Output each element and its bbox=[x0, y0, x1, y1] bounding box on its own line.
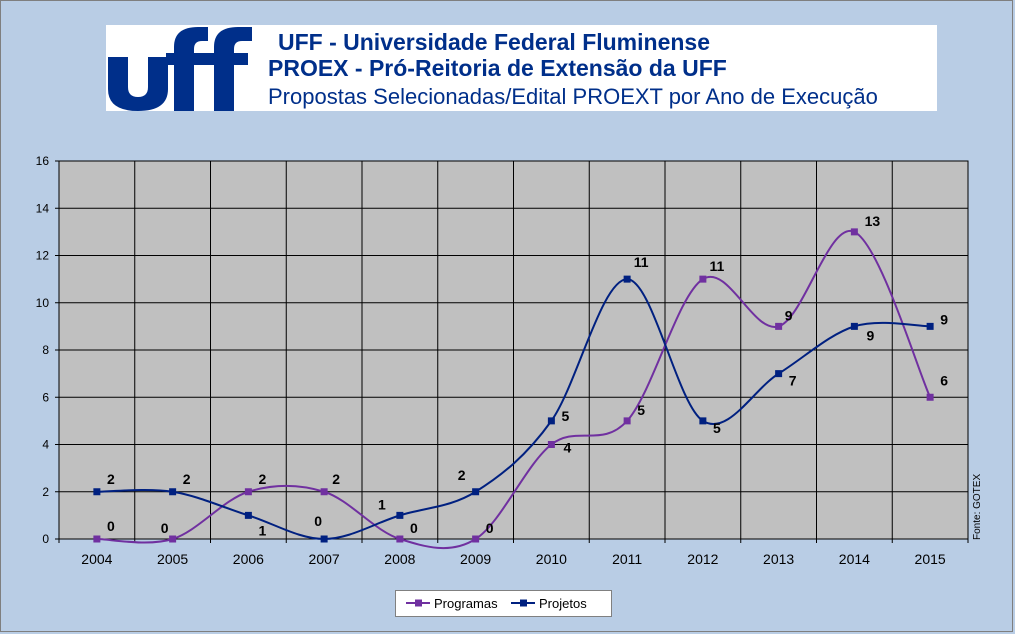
data-point bbox=[775, 370, 783, 378]
legend-label-programas: Programas bbox=[434, 596, 498, 611]
data-label: 4 bbox=[563, 440, 571, 456]
data-point bbox=[926, 393, 934, 401]
data-label: 11 bbox=[709, 258, 724, 274]
data-label: 0 bbox=[107, 518, 115, 534]
data-label: 5 bbox=[637, 402, 645, 418]
y-tick-label: 0 bbox=[42, 532, 49, 546]
x-tick-label: 2013 bbox=[763, 551, 794, 567]
data-point bbox=[623, 275, 631, 283]
data-point bbox=[472, 535, 480, 543]
data-label: 9 bbox=[785, 307, 793, 323]
header-banner: UFF - Universidade Federal Fluminense PR… bbox=[106, 25, 937, 111]
uff-logo bbox=[108, 27, 252, 111]
data-label: 2 bbox=[107, 471, 115, 487]
data-point bbox=[244, 488, 252, 496]
data-point bbox=[775, 322, 783, 330]
y-tick-label: 6 bbox=[42, 390, 49, 404]
title-proex: PROEX - Pró-Reitoria de Extensão da UFF bbox=[268, 55, 727, 81]
data-label: 1 bbox=[258, 522, 266, 538]
legend-marker-programas bbox=[415, 599, 422, 607]
data-label: 1 bbox=[378, 496, 386, 512]
x-tick-label: 2012 bbox=[687, 551, 718, 567]
data-point bbox=[244, 511, 252, 519]
data-point bbox=[850, 228, 858, 236]
data-point bbox=[396, 535, 404, 543]
y-tick-label: 8 bbox=[42, 343, 49, 357]
data-label: 9 bbox=[866, 327, 874, 343]
data-label: 0 bbox=[314, 513, 322, 529]
x-tick-label: 2005 bbox=[157, 551, 188, 567]
x-tick-label: 2010 bbox=[536, 551, 567, 567]
data-point bbox=[926, 322, 934, 330]
data-point bbox=[396, 511, 404, 519]
data-label: 0 bbox=[486, 520, 494, 536]
data-label: 5 bbox=[561, 408, 569, 424]
data-label: 9 bbox=[940, 311, 948, 327]
data-label: 6 bbox=[940, 372, 948, 388]
data-point bbox=[320, 535, 328, 543]
legend-graphics: Programas Projetos bbox=[406, 596, 587, 611]
title-description: Propostas Selecionadas/Edital PROEXT por… bbox=[268, 84, 878, 109]
title-university: UFF - Universidade Federal Fluminense bbox=[278, 29, 710, 55]
legend: Programas Projetos bbox=[395, 590, 612, 617]
data-point bbox=[93, 535, 101, 543]
x-tick-label: 2004 bbox=[81, 551, 112, 567]
x-tick-label: 2011 bbox=[612, 551, 642, 567]
data-point bbox=[93, 488, 101, 496]
source-note: Fonte: GOTEX bbox=[972, 473, 983, 540]
y-tick-label: 2 bbox=[42, 485, 49, 499]
data-label: 7 bbox=[789, 373, 797, 389]
data-label: 2 bbox=[332, 471, 340, 487]
x-tick-label: 2007 bbox=[309, 551, 340, 567]
y-tick-label: 12 bbox=[36, 249, 50, 263]
data-point bbox=[699, 275, 707, 283]
x-tick-label: 2009 bbox=[460, 551, 491, 567]
data-label: 0 bbox=[161, 520, 169, 536]
data-label: 2 bbox=[458, 467, 466, 483]
legend-label-projetos: Projetos bbox=[539, 596, 587, 611]
data-point bbox=[547, 417, 555, 425]
data-label: 11 bbox=[634, 254, 649, 270]
y-tick-label: 16 bbox=[36, 154, 50, 168]
data-point bbox=[169, 488, 177, 496]
y-tick-label: 10 bbox=[36, 296, 50, 310]
y-tick-label: 4 bbox=[42, 438, 49, 452]
x-tick-label: 2006 bbox=[233, 551, 264, 567]
legend-marker-projetos bbox=[520, 599, 527, 607]
data-label: 2 bbox=[183, 471, 191, 487]
x-tick-label: 2015 bbox=[915, 551, 946, 567]
y-tick-label: 14 bbox=[36, 201, 50, 215]
data-label: 2 bbox=[258, 471, 266, 487]
data-point bbox=[850, 322, 858, 330]
data-point bbox=[547, 441, 555, 448]
data-point bbox=[472, 488, 480, 496]
data-point bbox=[623, 417, 631, 425]
x-tick-label: 2008 bbox=[384, 551, 415, 567]
data-label: 0 bbox=[410, 520, 418, 536]
data-point bbox=[320, 488, 328, 496]
data-point bbox=[699, 417, 707, 425]
x-tick-label: 2014 bbox=[839, 551, 870, 567]
data-label: 13 bbox=[865, 213, 881, 229]
data-label: 5 bbox=[713, 420, 721, 436]
data-point bbox=[169, 535, 177, 543]
